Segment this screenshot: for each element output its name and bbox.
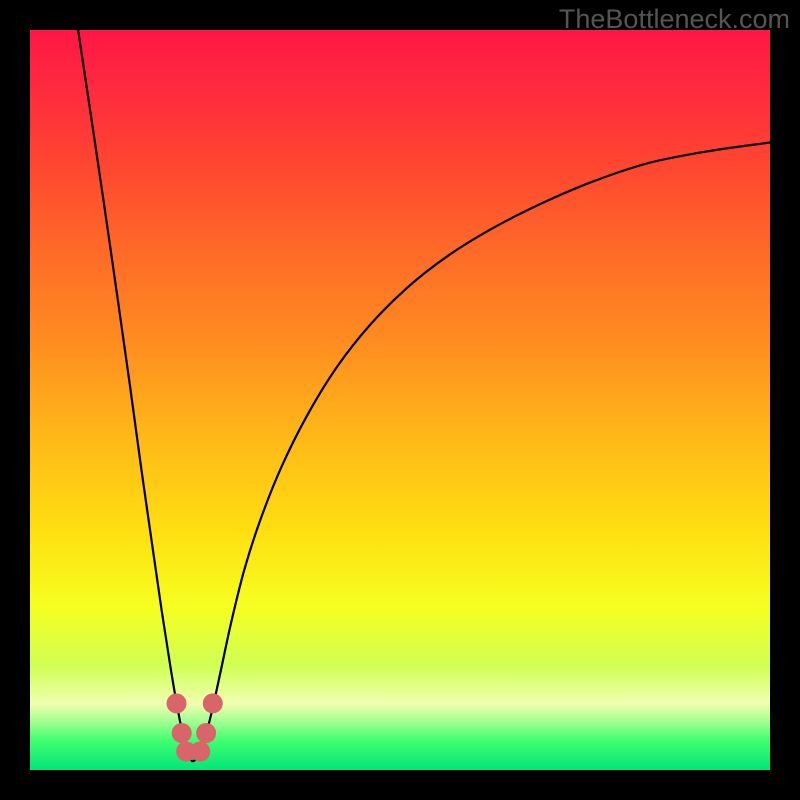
curve-marker [196,723,216,743]
watermark-text: TheBottleneck.com [559,4,790,35]
curve-marker [190,742,210,762]
curve-marker [203,693,223,713]
chart-container: TheBottleneck.com [0,0,800,800]
bottleneck-chart [0,0,800,800]
plot-background [30,30,770,770]
curve-marker [167,693,187,713]
curve-marker [172,723,192,743]
